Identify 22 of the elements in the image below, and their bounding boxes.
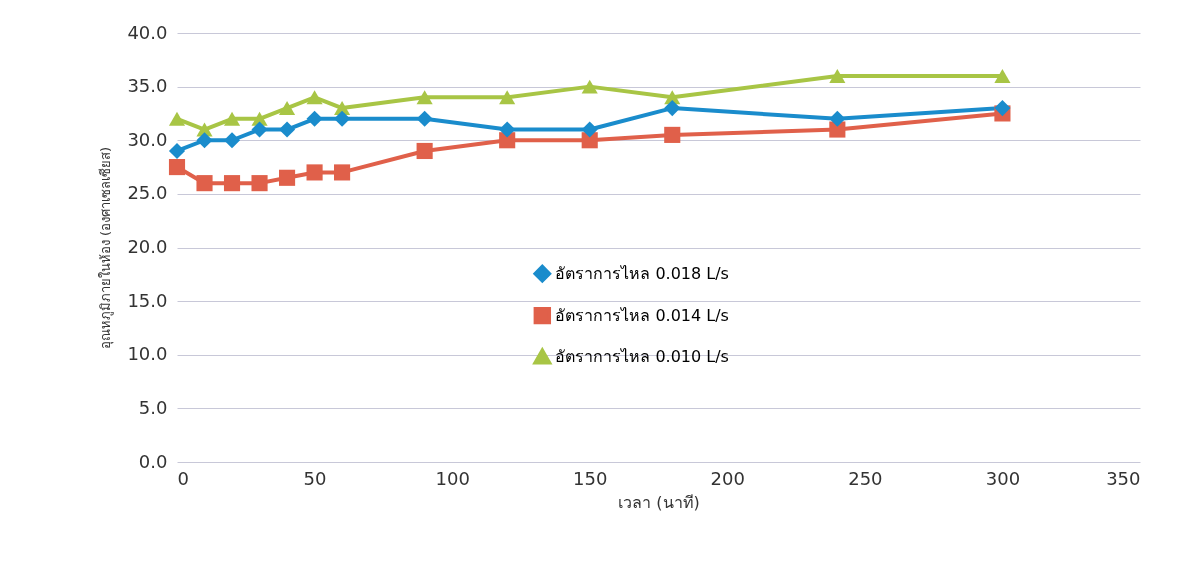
y-tick-label: 15.0 <box>127 289 168 311</box>
y-tick-label: 5.0 <box>138 396 168 418</box>
y-tick-label: 30.0 <box>127 128 168 150</box>
y-tick-label: 25.0 <box>127 182 168 204</box>
legend-label: อัตราการไหล 0.010 L/s <box>555 346 729 366</box>
x-tick-label: 200 <box>710 467 745 489</box>
y-tick-label: 10.0 <box>127 343 168 365</box>
y-axis-title: อุณหภูมิภายในห้อง (องศาเซลเซียส) <box>98 146 115 350</box>
y-tick-label: 20.0 <box>127 236 168 257</box>
x-tick-label: 150 <box>573 467 608 489</box>
x-tick-label: 250 <box>848 467 883 489</box>
y-tick-label: 0.0 <box>138 450 168 472</box>
x-axis-title: เวลา (นาที) <box>618 492 700 512</box>
x-tick-label: 0 <box>177 467 189 489</box>
y-tick-label: 35.0 <box>127 75 168 97</box>
x-tick-label: 350 <box>1106 467 1141 489</box>
y-tick-label: 40.0 <box>127 21 168 43</box>
x-tick-label: 50 <box>303 467 327 489</box>
legend-label: อัตราการไหล 0.018 L/s <box>555 263 729 283</box>
x-tick-label: 300 <box>985 467 1021 489</box>
x-tick-label: 100 <box>435 467 470 489</box>
legend-label: อัตราการไหล 0.014 L/s <box>555 305 729 325</box>
